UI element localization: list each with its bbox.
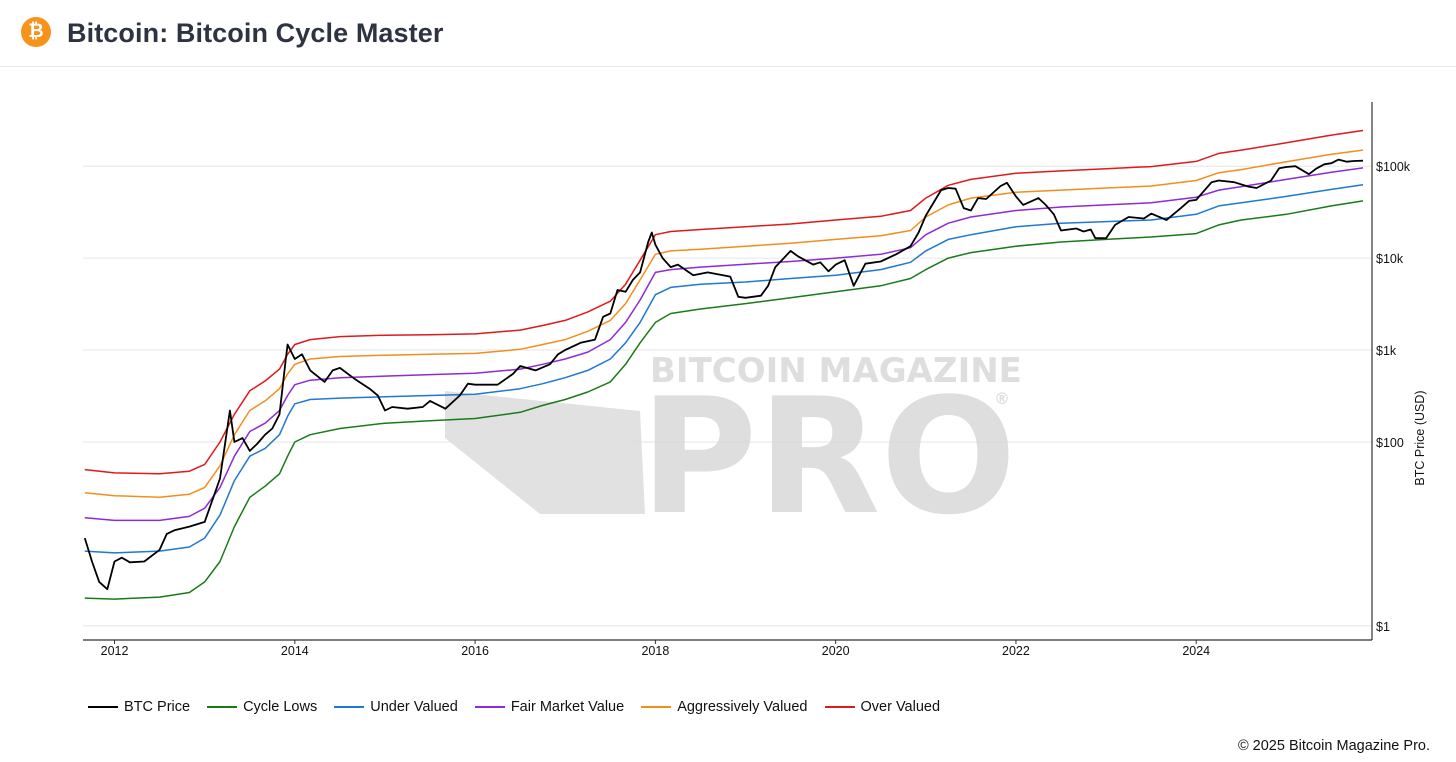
legend-swatch [88,706,118,708]
x-tick-label: 2020 [822,644,850,658]
x-tick-label: 2018 [641,644,669,658]
y-axis-title: BTC Price (USD) [1413,390,1427,485]
fair-market-value-line[interactable] [84,167,1364,522]
y-tick-label: $1k [1376,344,1397,358]
legend-swatch [207,706,238,708]
chart-axes: $1 $100 $1k $10k $100k 2012 2014 2016 2018 2020 20… [83,102,1411,658]
legend-swatch [334,706,365,708]
bitcoin-logo-icon: ₿ [21,17,51,47]
copyright-footer: © 2025 Bitcoin Magazine Pro. [1237,738,1430,754]
y-tick-label: $100k [1376,160,1411,174]
watermark: BITCOIN MAGAZINE PRO ® [445,351,1022,550]
btc-price-line[interactable] [83,158,1364,591]
legend-label: Cycle Lows [243,699,318,715]
page-title: Bitcoin: Bitcoin Cycle Master [67,18,444,48]
aggressively-valued-line[interactable] [84,149,1364,499]
legend-label: Aggressively Valued [677,699,808,715]
legend-item-over-valued[interactable]: Over Valued [824,699,941,715]
legend-label: Over Valued [860,699,941,715]
legend-swatch [641,706,672,708]
watermark-stripes-icon [445,391,645,514]
x-tick-label: 2022 [1002,644,1030,658]
page-header: ₿ Bitcoin: Bitcoin Cycle Master [0,0,1456,67]
chart-area[interactable]: BITCOIN MAGAZINE PRO ® $1 $100 $1k $10k $100… [0,66,1456,686]
legend-item-under-valued[interactable]: Under Valued [334,699,458,715]
under-valued-line[interactable] [84,183,1364,554]
watermark-main-text: PRO [640,363,1016,550]
y-tick-label: $10k [1376,252,1404,266]
legend-label: Under Valued [370,699,458,715]
legend-item-aggressively-valued[interactable]: Aggressively Valued [641,699,808,715]
legend-label: BTC Price [124,699,191,715]
legend-item-fair-market-value[interactable]: Fair Market Value [474,699,625,715]
x-tick-label: 2012 [101,644,129,658]
x-tick-label: 2016 [461,644,489,658]
legend-item-btc-price[interactable]: BTC Price [88,699,190,715]
cycle-lows-line[interactable] [84,200,1364,600]
over-valued-line[interactable] [84,129,1364,475]
legend-swatch [474,706,505,708]
chart-gridlines [83,165,1372,627]
x-tick-label: 2024 [1182,644,1210,658]
chart-legend: BTC Price Cycle Lows Under Valued Fair Mark… [88,699,957,715]
y-tick-label: $1 [1376,620,1390,634]
watermark-registered-mark: ® [994,389,1010,408]
legend-item-cycle-lows[interactable]: Cycle Lows [207,699,317,715]
chart-series [83,129,1364,600]
y-tick-label: $100 [1376,436,1404,450]
legend-swatch [824,706,855,708]
watermark-top-text: BITCOIN MAGAZINE [650,351,1022,391]
legend-label: Fair Market Value [510,699,625,715]
x-tick-label: 2014 [281,644,309,658]
